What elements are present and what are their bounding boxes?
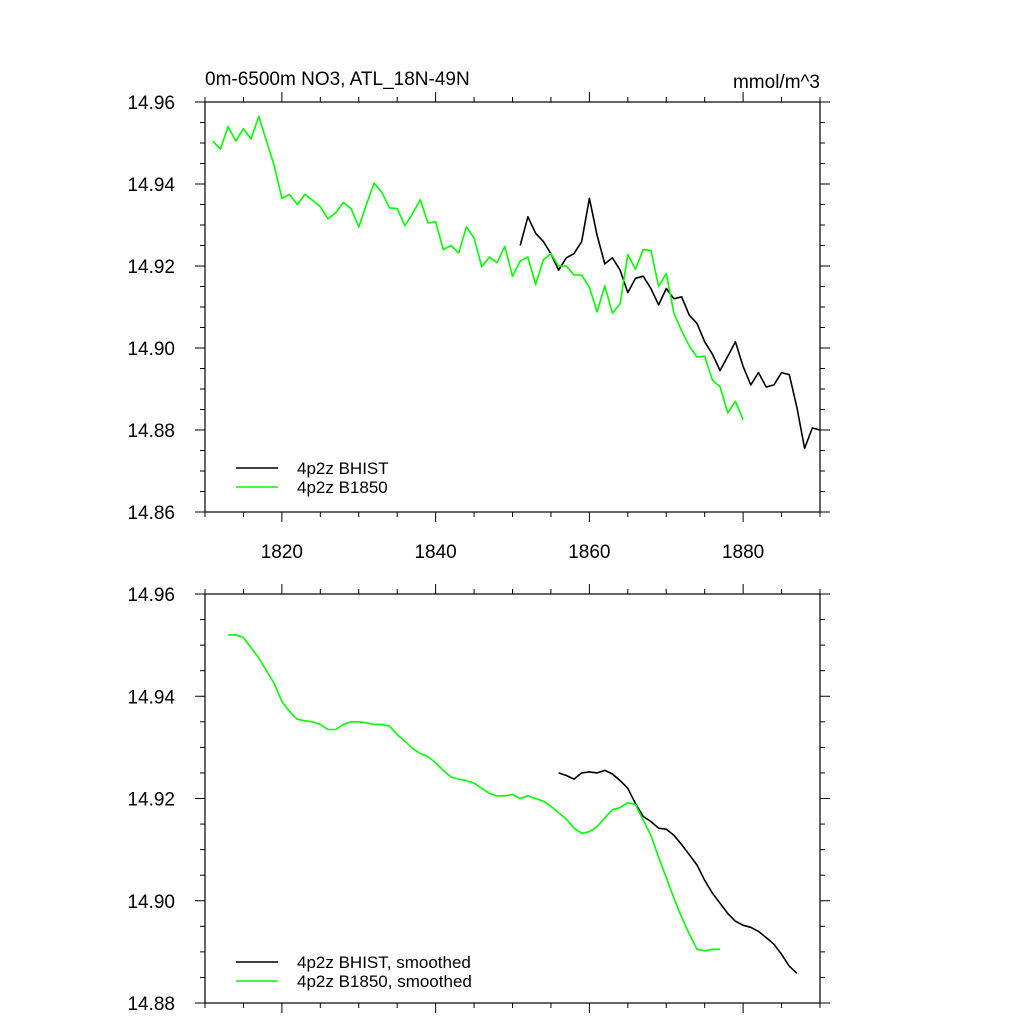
x-tick-label: 1840 [414, 542, 456, 563]
panel-1: 1820 1840 1860 1880 14.86 14.88 14.90 14.92 14.9… [127, 69, 830, 563]
legend-label-2: 4p2z B1850, smoothed [297, 972, 472, 991]
y-tick-label: 14.92 [127, 790, 175, 811]
series-line-2 [212, 115, 744, 421]
y-tick-label: 14.94 [127, 175, 175, 196]
y-tick-label: 14.96 [127, 93, 175, 114]
y-tick-label: 14.88 [127, 994, 175, 1015]
x-tick-label: 1880 [722, 542, 764, 563]
legend-label-1: 4p2z BHIST [297, 459, 389, 478]
series-line-1 [558, 769, 798, 974]
series-line-1 [519, 197, 820, 450]
plot-frame [204, 101, 821, 513]
plot-frame [204, 593, 821, 1004]
legend-label-2: 4p2z B1850 [297, 478, 388, 497]
y-tick-label: 14.92 [127, 257, 175, 278]
y-tick-label: 14.90 [127, 339, 175, 360]
x-tick-label: 1860 [568, 542, 610, 563]
y-tick-label: 14.96 [127, 585, 175, 606]
series-line-2 [228, 634, 721, 952]
y-tick-label: 14.94 [127, 687, 175, 708]
legend-label-1: 4p2z BHIST, smoothed [297, 953, 471, 972]
panel-2: 14.88 14.90 14.92 14.94 14.96 4p2z BHIST, smo… [127, 584, 830, 1015]
units-label: mmol/m^3 [733, 72, 820, 93]
y-tick-label: 14.88 [127, 421, 175, 442]
y-tick-label: 14.86 [127, 503, 175, 524]
y-tick-label: 14.90 [127, 892, 175, 913]
x-tick-label: 1820 [261, 542, 303, 563]
chart-title: 0m-6500m NO3, ATL_18N-49N [205, 69, 470, 90]
